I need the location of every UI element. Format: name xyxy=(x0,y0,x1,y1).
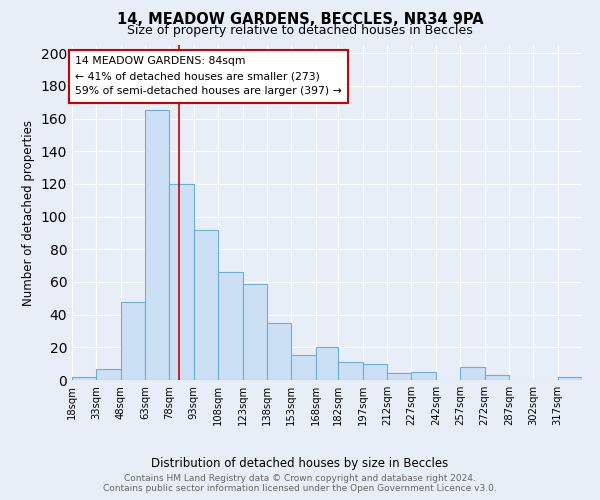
Text: Contains HM Land Registry data © Crown copyright and database right 2024.: Contains HM Land Registry data © Crown c… xyxy=(124,474,476,483)
Bar xyxy=(169,184,194,380)
Bar xyxy=(72,376,97,380)
Text: Contains public sector information licensed under the Open Government Licence v3: Contains public sector information licen… xyxy=(103,484,497,493)
Bar xyxy=(121,302,145,380)
Bar xyxy=(97,368,121,380)
Bar xyxy=(387,374,412,380)
Bar xyxy=(316,348,338,380)
Bar xyxy=(557,376,582,380)
Bar xyxy=(218,272,242,380)
Bar xyxy=(363,364,387,380)
Bar xyxy=(412,372,436,380)
Bar xyxy=(291,356,316,380)
Bar xyxy=(267,323,291,380)
Bar xyxy=(145,110,169,380)
Bar xyxy=(485,375,509,380)
Bar xyxy=(242,284,267,380)
Text: Size of property relative to detached houses in Beccles: Size of property relative to detached ho… xyxy=(127,24,473,37)
Y-axis label: Number of detached properties: Number of detached properties xyxy=(22,120,35,306)
Text: 14, MEADOW GARDENS, BECCLES, NR34 9PA: 14, MEADOW GARDENS, BECCLES, NR34 9PA xyxy=(116,12,484,28)
Bar xyxy=(194,230,218,380)
Bar xyxy=(338,362,363,380)
Text: Distribution of detached houses by size in Beccles: Distribution of detached houses by size … xyxy=(151,458,449,470)
Text: 14 MEADOW GARDENS: 84sqm
← 41% of detached houses are smaller (273)
59% of semi-: 14 MEADOW GARDENS: 84sqm ← 41% of detach… xyxy=(75,56,342,96)
Bar xyxy=(460,367,485,380)
